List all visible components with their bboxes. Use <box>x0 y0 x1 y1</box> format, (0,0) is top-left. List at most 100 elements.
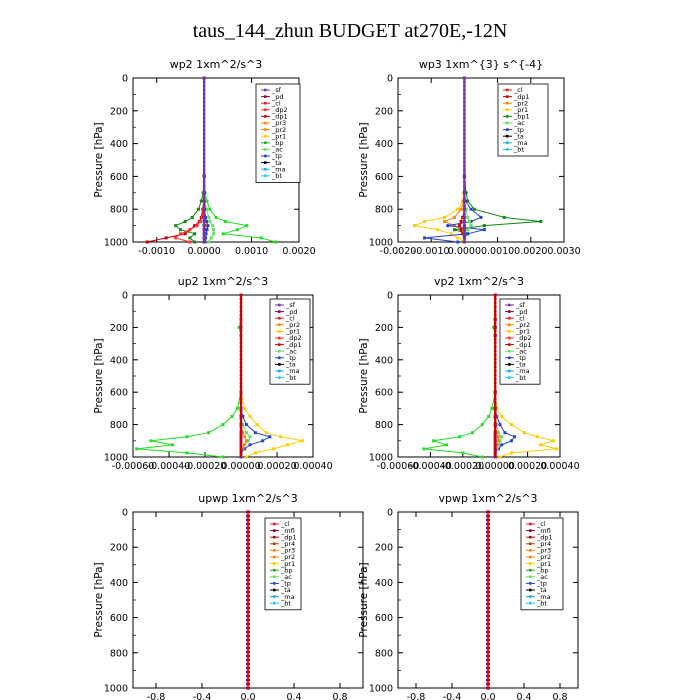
series-point <box>247 582 251 586</box>
series-point <box>445 443 449 447</box>
legend-label: _pd <box>515 308 528 316</box>
zero-profile-point <box>463 108 466 112</box>
zero-profile-point <box>239 317 243 321</box>
zero-profile-point <box>463 140 466 144</box>
legend-marker <box>264 121 267 125</box>
series-point <box>487 582 491 586</box>
series-point <box>221 423 225 427</box>
zero-profile-point <box>202 144 206 148</box>
chart-panel-1: wp2 1xm^2/s^3 Pressure [hPa] 0 200 400 600 800… <box>93 58 316 257</box>
zero-profile-point <box>239 369 243 373</box>
series-point <box>522 431 526 435</box>
series-point <box>487 538 491 542</box>
series-point <box>190 215 194 219</box>
legend-label: _tp <box>515 354 526 362</box>
legend-marker <box>273 535 276 539</box>
zero-profile-point <box>493 381 497 385</box>
series-point <box>286 443 290 447</box>
zero-profile-point <box>202 196 206 200</box>
legend-label: _cl <box>271 99 281 107</box>
series-point <box>199 199 203 203</box>
x-tick-label: -0.00040 <box>409 461 452 472</box>
zero-profile-point <box>493 369 497 373</box>
series-point <box>244 431 248 435</box>
series-point <box>195 224 199 228</box>
series-point <box>452 215 456 219</box>
series-point <box>244 423 248 427</box>
zero-profile-point <box>463 228 466 232</box>
legend-label: _mfl <box>280 527 295 535</box>
zero-profile-point <box>202 116 206 120</box>
series-point <box>247 674 251 678</box>
zero-profile-point <box>463 112 466 116</box>
series-point <box>487 626 491 630</box>
legend-marker <box>278 316 281 320</box>
zero-profile-point <box>239 313 243 317</box>
legend-label: _pr2 <box>515 321 530 329</box>
series-point <box>230 415 234 418</box>
series-point <box>487 646 491 650</box>
legend-label: _ac <box>271 146 283 154</box>
zero-profile-point <box>202 120 206 124</box>
series-point <box>245 224 249 228</box>
zero-profile-point <box>239 365 243 369</box>
series-point <box>492 325 496 329</box>
series-point <box>241 415 245 418</box>
legend-label: _dp1 <box>513 93 530 101</box>
legend-label: _pr1 <box>515 328 530 336</box>
legend-marker <box>529 595 532 598</box>
zero-profile-point <box>239 309 243 313</box>
legend-label: _pr2 <box>271 126 286 134</box>
legend-marker <box>273 542 276 546</box>
series-point <box>247 606 251 610</box>
series-point <box>459 207 463 211</box>
legend-marker <box>264 174 267 178</box>
series-point <box>496 431 500 435</box>
series-point <box>247 634 251 638</box>
legend-label: _tp <box>513 126 524 134</box>
zero-profile-point <box>463 200 466 204</box>
zero-profile-point <box>493 301 497 305</box>
legend-label: _sf <box>515 301 526 309</box>
x-tick-label: 0.00000 <box>221 461 260 472</box>
legend-marker <box>508 336 511 340</box>
legend-label: _ac <box>536 573 548 581</box>
series-point <box>243 435 247 439</box>
legend-marker <box>264 167 267 171</box>
zero-profile-point <box>202 92 206 96</box>
series-point <box>487 578 491 582</box>
zero-profile-point <box>202 228 206 232</box>
zero-profile-point <box>493 433 497 437</box>
y-tick-label: 200 <box>110 543 128 554</box>
series-point <box>247 602 251 606</box>
legend-marker <box>508 376 511 379</box>
series-point <box>487 558 491 562</box>
legend-marker <box>506 134 509 138</box>
series-point <box>487 650 491 654</box>
legend-marker <box>264 115 267 118</box>
series-point <box>479 215 483 219</box>
series-point <box>214 215 218 219</box>
series-point <box>487 594 491 598</box>
legend-label: _tp <box>280 580 291 588</box>
zero-profile-point <box>463 148 466 152</box>
series-point <box>487 654 491 658</box>
zero-profile-point <box>463 188 466 192</box>
x-tick-label: -0.00020 <box>441 461 484 472</box>
series-point <box>255 423 259 427</box>
legend-marker <box>506 115 509 118</box>
zero-profile-point <box>463 220 466 224</box>
series-point <box>247 630 251 634</box>
series-point <box>482 224 486 228</box>
y-tick-label: 1000 <box>369 684 393 695</box>
series-point <box>487 530 491 534</box>
y-tick-label: 1000 <box>369 453 393 464</box>
zero-profile-point <box>493 341 497 345</box>
legend-marker <box>273 568 276 572</box>
zero-profile-point <box>463 232 466 236</box>
y-tick-label: 0 <box>387 291 393 302</box>
series-point <box>552 439 556 443</box>
y-tick-label: 1000 <box>104 684 128 695</box>
legend-marker <box>529 535 532 539</box>
series-point <box>247 670 251 674</box>
